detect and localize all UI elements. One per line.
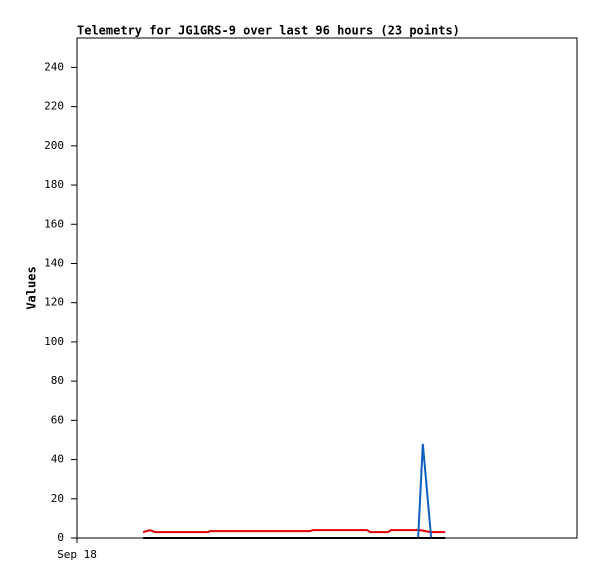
y-tick-label: 120 — [44, 296, 64, 309]
y-tick-label: 0 — [57, 531, 64, 544]
y-tick-label: 40 — [51, 453, 64, 466]
y-tick-label: 60 — [51, 413, 64, 426]
plot-frame — [76, 37, 578, 539]
series-line — [142, 529, 446, 534]
y-tick-label: 20 — [51, 492, 64, 505]
x-tick-label: Sep 18 — [57, 548, 97, 561]
y-tick-label: 220 — [44, 100, 64, 113]
y-tick-label: 160 — [44, 217, 64, 230]
y-tick-label: 200 — [44, 139, 64, 152]
y-tick-label: 140 — [44, 256, 64, 269]
series-line — [417, 443, 433, 539]
y-axis-label: Values — [25, 266, 39, 309]
y-tick-label: 240 — [44, 60, 64, 73]
y-tick-label: 180 — [44, 178, 64, 191]
chart-title: Telemetry for JG1GRS-9 over last 96 hour… — [77, 24, 460, 38]
y-tick-label: 80 — [51, 374, 64, 387]
y-tick-label: 100 — [44, 335, 64, 348]
